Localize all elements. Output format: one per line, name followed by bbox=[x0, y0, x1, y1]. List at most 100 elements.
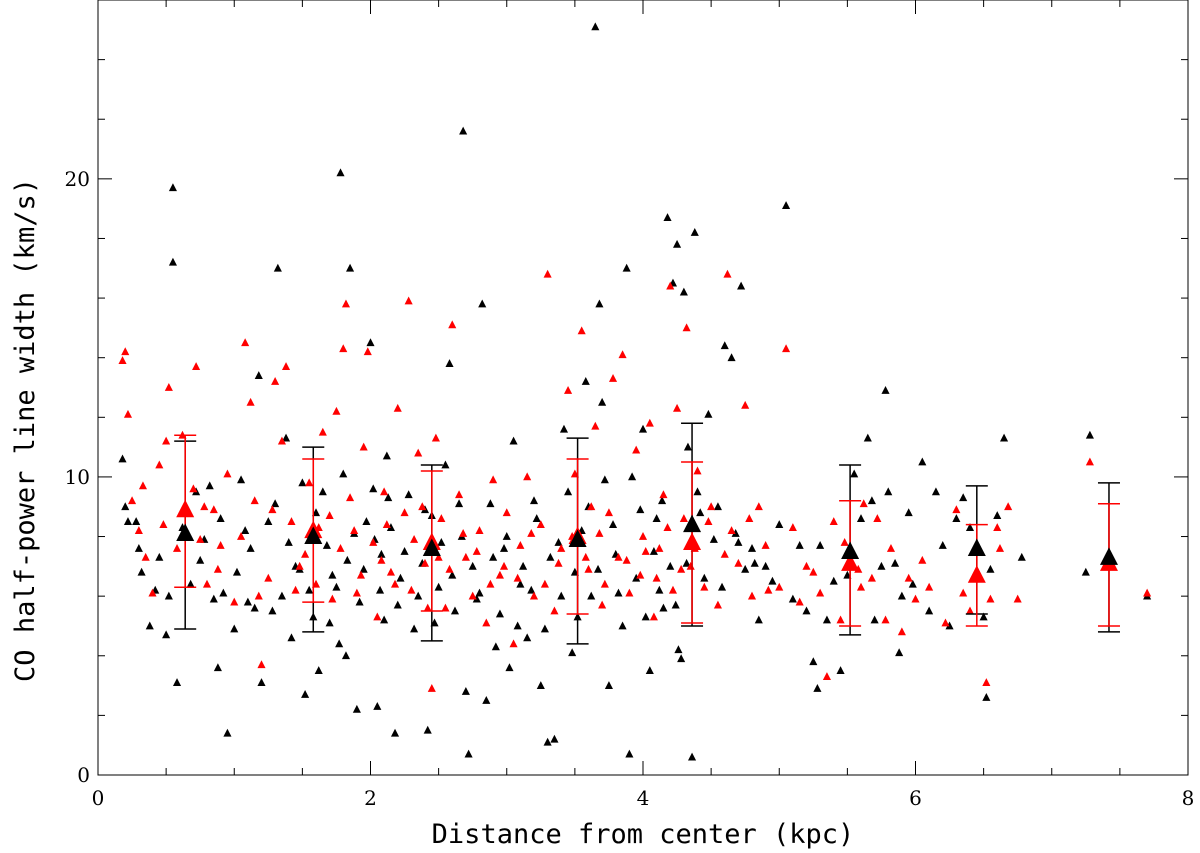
data-point bbox=[679, 287, 688, 296]
data-point bbox=[546, 552, 555, 561]
data-point bbox=[754, 502, 763, 511]
data-point bbox=[495, 609, 504, 618]
data-point bbox=[925, 606, 934, 615]
data-point bbox=[550, 606, 559, 615]
data-point bbox=[352, 704, 361, 713]
data-point bbox=[727, 353, 736, 362]
data-point bbox=[123, 517, 133, 526]
x-tick-label: 0 bbox=[92, 786, 105, 810]
data-point bbox=[287, 633, 296, 642]
data-point bbox=[400, 508, 409, 517]
data-point bbox=[523, 633, 532, 642]
data-point bbox=[162, 630, 171, 639]
data-point bbox=[369, 538, 378, 546]
data-point bbox=[277, 436, 286, 445]
data-point bbox=[486, 499, 495, 508]
data-point bbox=[393, 600, 402, 609]
data-point bbox=[536, 520, 545, 528]
data-point bbox=[908, 579, 917, 588]
data-point bbox=[993, 523, 1002, 531]
data-point bbox=[557, 543, 566, 552]
data-point bbox=[1000, 433, 1009, 442]
data-point bbox=[237, 532, 246, 540]
data-point bbox=[418, 502, 427, 511]
data-point bbox=[502, 508, 511, 517]
x-tick-label: 8 bbox=[1182, 786, 1195, 810]
data-point bbox=[641, 546, 650, 555]
data-point bbox=[636, 570, 645, 579]
data-point bbox=[118, 454, 127, 463]
data-point bbox=[396, 573, 405, 582]
data-point bbox=[873, 514, 882, 523]
data-point bbox=[959, 588, 968, 597]
data-point bbox=[600, 475, 609, 484]
data-point bbox=[1143, 588, 1152, 597]
data-point bbox=[622, 263, 631, 272]
data-point bbox=[478, 299, 487, 308]
data-point bbox=[884, 487, 893, 496]
data-point bbox=[404, 490, 413, 499]
data-point bbox=[527, 529, 536, 537]
data-point bbox=[434, 582, 443, 591]
data-point bbox=[441, 603, 450, 612]
data-point bbox=[965, 523, 975, 531]
data-point bbox=[666, 561, 675, 570]
data-point bbox=[840, 538, 849, 546]
data-point bbox=[213, 663, 222, 672]
data-point bbox=[441, 460, 450, 469]
data-point bbox=[682, 558, 691, 567]
data-point bbox=[513, 573, 522, 582]
data-point bbox=[713, 502, 722, 511]
data-point bbox=[700, 573, 709, 582]
data-point bbox=[918, 555, 927, 564]
data-point bbox=[287, 517, 296, 526]
data-point bbox=[254, 371, 263, 379]
data-point bbox=[690, 228, 699, 236]
data-point bbox=[982, 678, 991, 686]
mean-marker bbox=[967, 538, 986, 556]
data-point bbox=[155, 552, 164, 561]
data-point bbox=[232, 567, 242, 576]
data-point bbox=[273, 263, 282, 272]
data-point bbox=[445, 564, 454, 573]
data-point bbox=[674, 645, 683, 654]
data-point bbox=[141, 552, 150, 561]
data-point bbox=[455, 499, 464, 508]
data-point bbox=[301, 549, 310, 558]
data-point bbox=[554, 538, 563, 546]
x-tick-label: 4 bbox=[637, 786, 650, 810]
data-point bbox=[314, 666, 323, 675]
mean-marker bbox=[841, 541, 860, 559]
data-point bbox=[427, 684, 436, 692]
data-point bbox=[867, 496, 876, 505]
data-point bbox=[717, 582, 727, 591]
data-point bbox=[564, 385, 573, 394]
data-point bbox=[475, 588, 484, 597]
data-point bbox=[336, 543, 345, 552]
data-point bbox=[423, 603, 432, 612]
y-tick-label: 10 bbox=[65, 465, 90, 489]
data-point bbox=[468, 561, 477, 570]
data-point bbox=[523, 472, 532, 481]
data-point bbox=[318, 487, 327, 496]
data-point bbox=[816, 540, 825, 549]
data-point bbox=[543, 269, 552, 278]
data-point bbox=[645, 666, 654, 675]
data-point bbox=[328, 594, 337, 603]
data-point bbox=[332, 406, 341, 415]
data-point bbox=[495, 570, 504, 579]
data-point bbox=[268, 505, 277, 514]
data-point bbox=[434, 552, 443, 561]
data-point bbox=[186, 579, 195, 588]
data-point bbox=[209, 505, 218, 514]
data-point bbox=[223, 469, 232, 478]
data-point bbox=[734, 538, 743, 546]
data-point bbox=[118, 356, 127, 365]
data-point bbox=[509, 436, 518, 445]
data-point bbox=[709, 535, 718, 543]
mean-marker bbox=[304, 526, 323, 545]
data-point bbox=[782, 344, 791, 353]
data-point bbox=[1085, 457, 1094, 466]
data-point bbox=[325, 511, 334, 520]
data-point bbox=[764, 585, 773, 594]
